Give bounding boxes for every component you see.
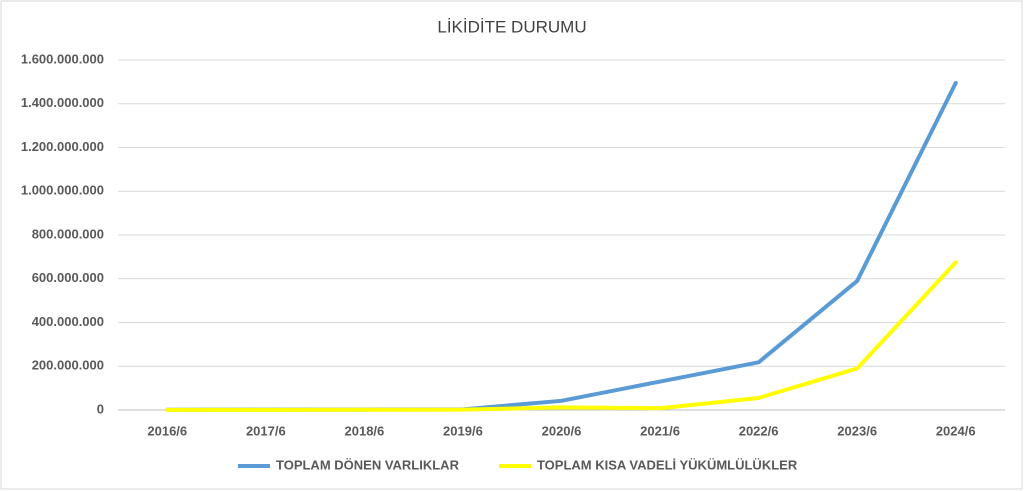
y-tick-label: 0 <box>97 401 104 416</box>
y-tick-label: 400.000.000 <box>32 314 104 329</box>
legend-label: TOPLAM KISA VADELİ YÜKÜMLÜLÜKLER <box>537 457 798 472</box>
series-line <box>165 260 958 412</box>
x-tick-label: 2018/6 <box>345 423 385 438</box>
x-tick-label: 2022/6 <box>739 423 779 438</box>
chart-title: LİKİDİTE DURUMU <box>437 17 586 36</box>
x-tick-label: 2020/6 <box>542 423 582 438</box>
y-tick-label: 600.000.000 <box>32 270 104 285</box>
x-tick-label: 2017/6 <box>246 423 286 438</box>
x-tick-label: 2019/6 <box>443 423 483 438</box>
x-tick-label: 2016/6 <box>147 423 187 438</box>
x-tick-label: 2024/6 <box>936 423 976 438</box>
legend-label: TOPLAM DÖNEN VARLIKLAR <box>276 457 460 472</box>
y-tick-label: 1.600.000.000 <box>21 51 104 66</box>
y-tick-label: 1.200.000.000 <box>21 139 104 154</box>
y-tick-label: 1.000.000.000 <box>21 183 104 198</box>
y-tick-label: 1.400.000.000 <box>21 95 104 110</box>
y-tick-label: 200.000.000 <box>32 358 104 373</box>
x-tick-label: 2023/6 <box>837 423 877 438</box>
x-tick-label: 2021/6 <box>640 423 680 438</box>
y-tick-label: 800.000.000 <box>32 226 104 241</box>
